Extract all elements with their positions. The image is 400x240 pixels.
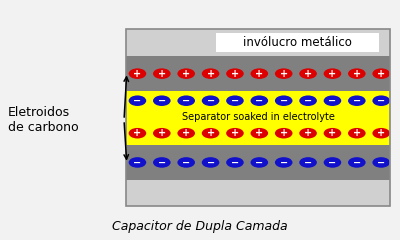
Text: +: + [353, 69, 361, 79]
Circle shape [299, 157, 317, 168]
Circle shape [348, 96, 366, 106]
Circle shape [177, 128, 195, 138]
Circle shape [348, 157, 366, 168]
Text: +: + [158, 69, 166, 79]
Text: −: − [304, 157, 312, 168]
Text: +: + [377, 128, 385, 138]
Text: −: − [182, 96, 190, 106]
Circle shape [299, 68, 317, 79]
Circle shape [250, 128, 268, 138]
Circle shape [372, 96, 390, 106]
Bar [126, 180, 390, 206]
Circle shape [275, 157, 292, 168]
Text: +: + [206, 69, 215, 79]
Circle shape [372, 128, 390, 138]
Text: +: + [304, 128, 312, 138]
Circle shape [275, 96, 292, 106]
Text: invólucro metálico: invólucro metálico [243, 36, 352, 49]
Text: +: + [255, 69, 263, 79]
Circle shape [226, 68, 244, 79]
Text: −: − [231, 157, 239, 168]
Text: +: + [231, 69, 239, 79]
Circle shape [129, 128, 146, 138]
Circle shape [153, 96, 171, 106]
Circle shape [348, 128, 366, 138]
Text: +: + [304, 69, 312, 79]
Text: −: − [255, 96, 263, 106]
Text: −: − [182, 157, 190, 168]
Circle shape [202, 128, 219, 138]
Text: +: + [182, 128, 190, 138]
Text: −: − [255, 157, 263, 168]
Text: +: + [158, 128, 166, 138]
Circle shape [348, 68, 366, 79]
Circle shape [324, 68, 341, 79]
Bar [216, 33, 380, 53]
Text: −: − [328, 157, 336, 168]
Text: −: − [280, 157, 288, 168]
Text: −: − [280, 96, 288, 106]
Circle shape [202, 96, 219, 106]
Circle shape [299, 128, 317, 138]
Circle shape [299, 96, 317, 106]
Text: −: − [353, 96, 361, 106]
Text: −: − [328, 96, 336, 106]
Circle shape [226, 96, 244, 106]
Text: +: + [231, 128, 239, 138]
Text: +: + [280, 69, 288, 79]
Circle shape [324, 96, 341, 106]
Circle shape [226, 128, 244, 138]
Text: +: + [377, 69, 385, 79]
Circle shape [250, 157, 268, 168]
Text: −: − [231, 96, 239, 106]
Circle shape [153, 157, 171, 168]
Circle shape [129, 157, 146, 168]
Text: +: + [328, 128, 336, 138]
Text: −: − [304, 96, 312, 106]
Bar [126, 29, 390, 206]
Circle shape [177, 68, 195, 79]
Circle shape [129, 68, 146, 79]
Text: +: + [280, 128, 288, 138]
Circle shape [153, 68, 171, 79]
Circle shape [177, 157, 195, 168]
Text: −: − [206, 96, 215, 106]
Text: +: + [328, 69, 336, 79]
Circle shape [202, 157, 219, 168]
Text: +: + [255, 128, 263, 138]
Bar [126, 29, 390, 56]
Text: −: − [133, 96, 142, 106]
Circle shape [275, 68, 292, 79]
Bar [126, 91, 390, 145]
Bar [126, 56, 390, 91]
Text: +: + [133, 128, 142, 138]
Circle shape [372, 68, 390, 79]
Circle shape [324, 128, 341, 138]
Circle shape [202, 68, 219, 79]
Text: −: − [158, 96, 166, 106]
Text: +: + [182, 69, 190, 79]
Circle shape [250, 96, 268, 106]
Text: +: + [133, 69, 142, 79]
Circle shape [250, 68, 268, 79]
Text: Capacitor de Dupla Camada: Capacitor de Dupla Camada [112, 220, 288, 233]
Text: −: − [377, 96, 385, 106]
Text: −: − [377, 157, 385, 168]
Circle shape [129, 96, 146, 106]
Circle shape [177, 96, 195, 106]
Text: +: + [206, 128, 215, 138]
Text: −: − [158, 157, 166, 168]
Text: −: − [353, 157, 361, 168]
Circle shape [153, 128, 171, 138]
Circle shape [372, 157, 390, 168]
Circle shape [226, 157, 244, 168]
Bar [126, 145, 390, 180]
Text: Separator soaked in electrolyte: Separator soaked in electrolyte [182, 112, 334, 122]
Text: −: − [133, 157, 142, 168]
Text: Eletroidos
de carbono: Eletroidos de carbono [8, 106, 79, 134]
Text: −: − [206, 157, 215, 168]
Circle shape [275, 128, 292, 138]
Circle shape [324, 157, 341, 168]
Text: +: + [353, 128, 361, 138]
